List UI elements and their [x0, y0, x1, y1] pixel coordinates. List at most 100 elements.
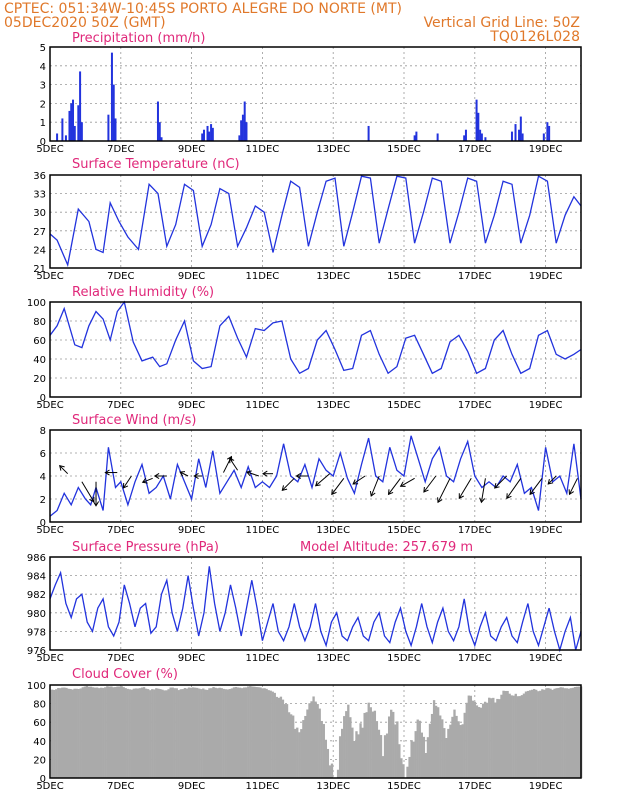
cloud-bar	[486, 702, 489, 778]
cloud-bar	[512, 695, 515, 778]
y-tick-label: 27	[33, 227, 46, 238]
precip-bar	[479, 129, 482, 141]
x-tick-label: 17DEC	[458, 271, 492, 282]
cloud-bar	[89, 686, 93, 778]
y-tick-label: 0	[40, 137, 46, 148]
wind-arrowhead	[92, 501, 100, 507]
precip-bar	[211, 127, 214, 141]
cloud-bar	[275, 696, 278, 778]
cloud-bar	[240, 688, 244, 778]
cloud-bar	[377, 729, 381, 778]
cloud-bar	[516, 696, 519, 778]
x-tick-label: 11DEC	[246, 144, 280, 155]
cloud-bar	[277, 697, 281, 778]
y-tick-label: 3	[40, 81, 46, 92]
cloud-bar	[420, 732, 423, 778]
cloud-bar	[142, 687, 146, 778]
x-tick-label: 13DEC	[316, 400, 350, 411]
precip-bar	[542, 133, 545, 141]
cloud-bar	[206, 689, 209, 778]
cloud-bar	[191, 687, 195, 778]
cloud-bar	[175, 688, 178, 778]
cloud-bar	[314, 701, 317, 778]
precip-bar	[160, 137, 163, 141]
wind-vector	[423, 475, 437, 493]
cloud-bar	[324, 739, 328, 778]
cloud-bar	[412, 741, 415, 778]
x-tick-label: 5DEC	[36, 525, 63, 536]
precip-bar	[158, 122, 161, 141]
wind-vector	[529, 477, 543, 495]
cloud-bar	[238, 687, 242, 778]
panel-frame	[49, 46, 582, 142]
cloud-bar	[132, 688, 136, 778]
cloud-bar	[361, 727, 364, 778]
wind-arrowhead	[423, 486, 429, 493]
y-tick-label: 2	[40, 99, 46, 110]
cloud-bar	[483, 701, 487, 778]
y-tick-label: 4	[40, 62, 46, 73]
cloud-bar	[498, 699, 501, 778]
cloud-bar	[465, 702, 468, 778]
cloud-bar	[153, 689, 156, 778]
x-tick-label: 15DEC	[387, 525, 421, 536]
cloud-bar	[163, 690, 166, 778]
precip-bar	[484, 137, 487, 141]
x-tick-label: 9DEC	[178, 144, 205, 155]
cloud-bar	[106, 686, 109, 778]
x-tick-label: 7DEC	[107, 781, 134, 792]
cloud-bar	[326, 748, 330, 778]
cloud-bar	[245, 687, 248, 778]
wind-vector	[281, 477, 295, 491]
wind-vector	[331, 477, 345, 495]
cloud-bar	[357, 734, 360, 778]
x-tick-label: 11DEC	[246, 653, 280, 664]
wind-arrowhead	[387, 489, 394, 496]
cloud-bar	[443, 728, 446, 778]
precip-bar	[243, 101, 246, 141]
precip-bar	[201, 133, 204, 141]
precip-bar	[210, 124, 213, 141]
cloud-bar	[112, 687, 115, 778]
cloud-bar	[473, 701, 477, 778]
precip-bar	[367, 125, 370, 141]
panel-frame	[49, 684, 582, 779]
cloud-bar	[571, 687, 575, 778]
cloud-bar	[165, 690, 168, 778]
cloud-bar	[57, 687, 60, 778]
y-tick-label: 80	[33, 317, 46, 328]
cloud-bar	[396, 721, 399, 778]
cloud-bar	[367, 702, 370, 778]
cloud-bar	[222, 688, 225, 778]
cloud-bar	[392, 711, 395, 778]
cloud-bar	[296, 727, 299, 778]
cloud-bar	[406, 766, 409, 778]
x-tick-label: 9DEC	[178, 400, 205, 411]
precip-bar	[521, 133, 524, 141]
cloud-bar	[343, 716, 346, 778]
cloud-bar	[122, 687, 125, 778]
cloud-bar	[202, 688, 205, 778]
wind-arrowhead	[369, 491, 376, 497]
precip-bar	[156, 101, 159, 141]
cloud-bar	[75, 688, 78, 778]
wind-vector	[123, 475, 132, 489]
cloud-bar	[481, 703, 485, 778]
x-tick-label: 19DEC	[529, 144, 563, 155]
cloud-bar	[390, 709, 393, 778]
precip-bar	[245, 122, 248, 141]
cloud-bar	[449, 724, 452, 778]
panel-temp: 21 24 27 30 33 36 5DEC 7DEC 9DEC 11DEC 13DEC 15DEC 1…	[33, 157, 582, 282]
y-tick-label: 30	[33, 208, 46, 219]
y-tick-label: 0	[40, 393, 46, 404]
cloud-bar	[187, 687, 191, 778]
cloud-bar	[173, 688, 176, 778]
cloud-bar	[371, 711, 374, 778]
cloud-bar	[530, 689, 534, 778]
cloud-bar	[69, 688, 72, 778]
precip-bar	[79, 71, 82, 141]
cloud-bar	[537, 691, 540, 778]
cloud-bar	[500, 694, 503, 778]
cloud-bar	[220, 688, 223, 778]
precip-bar	[240, 120, 243, 141]
